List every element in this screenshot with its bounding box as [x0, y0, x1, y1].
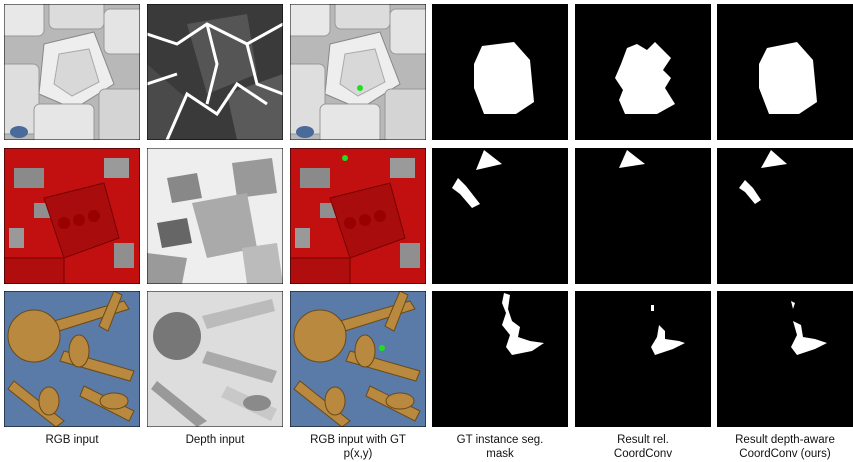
rgb-gt-image — [290, 291, 426, 427]
rgb-gt-image — [290, 148, 426, 284]
caption-line: RGB input with GT — [310, 434, 406, 446]
caption-line: Result rel. — [617, 434, 669, 446]
caption-line: p(x,y) — [343, 448, 373, 460]
ours-mask — [717, 148, 853, 284]
gt-mask — [432, 148, 568, 284]
depth-image — [147, 148, 283, 284]
depth-image — [147, 4, 283, 140]
column-caption: Result rel. CoordConv — [572, 433, 714, 461]
caption-line: CoordConv — [613, 448, 673, 460]
gt-mask — [432, 4, 568, 140]
column-caption: GT instance seg. mask — [429, 433, 571, 461]
column-caption: RGB input with GT p(x,y) — [287, 433, 429, 461]
caption-line: CoordConv (ours) — [739, 448, 831, 460]
rgb-image — [4, 148, 140, 284]
rgb-gt-image — [290, 4, 426, 140]
rgb-image — [4, 4, 140, 140]
depth-image — [147, 291, 283, 427]
caption-line: RGB input — [45, 434, 99, 446]
rel-mask — [575, 4, 711, 140]
column-caption: Result depth-aware CoordConv (ours) — [714, 433, 853, 461]
rgb-image — [4, 291, 140, 427]
caption-line: Result depth-aware — [735, 434, 835, 446]
ours-mask — [717, 291, 853, 427]
caption-line: mask — [486, 448, 514, 460]
gt-mask — [432, 291, 568, 427]
rel-mask — [575, 148, 711, 284]
caption-line: GT instance seg. — [456, 434, 544, 446]
column-caption: Depth input — [144, 433, 286, 447]
column-caption: RGB input — [1, 433, 143, 447]
caption-line: Depth input — [185, 434, 245, 446]
ours-mask — [717, 4, 853, 140]
rel-mask — [575, 291, 711, 427]
